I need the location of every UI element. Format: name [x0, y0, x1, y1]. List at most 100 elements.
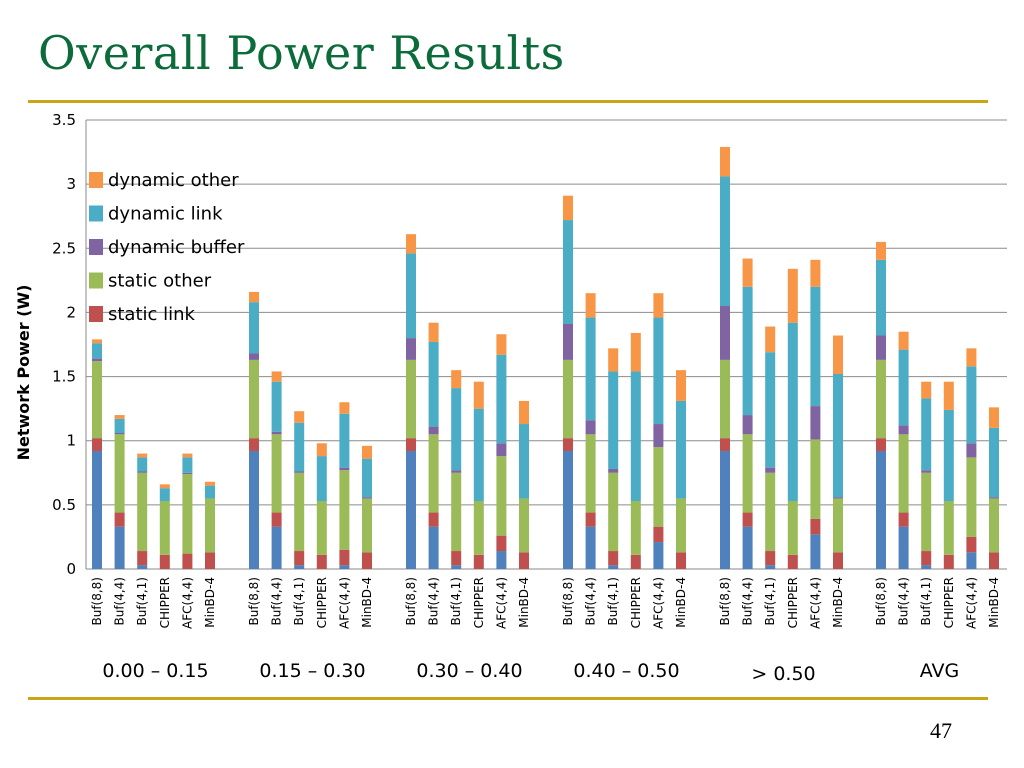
bar-segment	[496, 443, 507, 457]
bar-segment	[249, 302, 259, 354]
bar-segment	[898, 425, 909, 435]
legend-label: dynamic other	[108, 170, 239, 191]
bar-segment	[585, 434, 596, 513]
category-label: MinBD-4	[674, 577, 688, 628]
group-label: 0.15 – 0.30	[259, 660, 365, 682]
bar-segment	[451, 470, 462, 473]
bar-segment	[316, 501, 327, 555]
bar-segment	[720, 450, 730, 569]
bar-segment	[92, 450, 102, 569]
bar-segment	[339, 470, 350, 550]
category-label: MinBD-4	[203, 577, 217, 628]
bar-segment	[765, 467, 776, 473]
bar-segment	[137, 565, 148, 569]
bar-segment	[294, 422, 305, 472]
y-tick-label: 2.5	[52, 239, 76, 257]
bar-segment	[876, 450, 886, 569]
bar-segment	[989, 552, 999, 569]
top-rule	[28, 100, 988, 103]
bar-segment	[898, 526, 909, 569]
bar-segment	[810, 286, 821, 407]
bar-segment	[182, 553, 193, 569]
bar-segment	[608, 468, 619, 473]
bar-segment	[271, 526, 282, 569]
bar-segment	[966, 536, 977, 553]
bar-segment	[608, 472, 619, 552]
bar-segment	[362, 498, 372, 553]
bar-segment	[585, 526, 596, 569]
bar-segment	[720, 359, 730, 439]
bar-segment	[966, 366, 977, 444]
category-label: CHIPPER	[786, 577, 800, 628]
bar-segment	[765, 472, 776, 552]
group-label: 0.30 – 0.40	[416, 660, 522, 682]
bar-segment	[339, 467, 350, 471]
bar-segment	[765, 551, 776, 566]
category-label: CHIPPER	[158, 577, 172, 628]
legend-swatch	[89, 205, 103, 222]
category-label: MinBD-4	[517, 577, 531, 628]
bar-segment	[653, 424, 664, 448]
bar-segment	[810, 259, 821, 287]
bar-segment	[114, 512, 125, 527]
bar-segment	[137, 472, 148, 552]
bar-segment	[406, 359, 416, 439]
bar-segment	[921, 472, 932, 552]
category-label: CHIPPER	[315, 577, 329, 628]
bar-segment	[519, 552, 529, 569]
category-label: Buf(4,1)	[449, 577, 463, 626]
bar-segment	[742, 415, 753, 435]
bar-segment	[876, 438, 886, 451]
bar-segment	[833, 497, 843, 499]
bar-segment	[271, 431, 282, 435]
bar-segment	[787, 554, 798, 569]
bar-segment	[451, 388, 462, 471]
bar-segment	[496, 456, 507, 536]
bar-segment	[316, 456, 327, 502]
category-label: AFC(4,4)	[808, 577, 822, 629]
legend-label: static link	[108, 304, 196, 325]
bar-segment	[406, 234, 416, 254]
y-tick-label: 3	[66, 175, 76, 193]
bar-segment	[249, 450, 259, 569]
bar-segment	[137, 471, 148, 473]
bar-segment	[406, 450, 416, 569]
y-tick-label: 2	[66, 303, 76, 321]
category-label: MinBD-4	[831, 577, 845, 628]
bar-segment	[519, 424, 529, 499]
bar-segment	[473, 408, 484, 502]
bar-segment	[921, 398, 932, 471]
bar-segment	[810, 439, 821, 519]
bar-segment	[833, 552, 843, 569]
bar-segment	[114, 434, 125, 513]
bar-segment	[765, 352, 776, 468]
bar-segment	[585, 420, 596, 435]
bar-segment	[182, 472, 193, 475]
bar-segment	[496, 334, 507, 355]
bar-segment	[876, 335, 886, 360]
bar-segment	[653, 526, 664, 543]
bar-segment	[114, 415, 125, 419]
bar-segment	[137, 457, 148, 472]
bar-segment	[898, 512, 909, 527]
category-label: Buf(4,1)	[763, 577, 777, 626]
bar-segment	[428, 434, 439, 513]
bar-segment	[608, 551, 619, 566]
category-label: CHIPPER	[629, 577, 643, 628]
category-label: Buf(8,8)	[718, 577, 732, 626]
bar-segment	[92, 438, 102, 451]
bar-segment	[249, 353, 259, 360]
bar-segment	[742, 526, 753, 569]
bar-segment	[316, 443, 327, 457]
category-label: Buf(8,8)	[90, 577, 104, 626]
bar-segment	[876, 241, 886, 260]
category-label: AFC(4,4)	[494, 577, 508, 629]
bar-segment	[159, 554, 170, 569]
bar-segment	[362, 458, 372, 498]
bar-segment	[676, 498, 686, 553]
bar-segment	[810, 534, 821, 569]
bar-segment	[608, 348, 619, 372]
bar-segment	[676, 552, 686, 569]
bar-segment	[742, 434, 753, 513]
bar-segment	[316, 554, 327, 569]
